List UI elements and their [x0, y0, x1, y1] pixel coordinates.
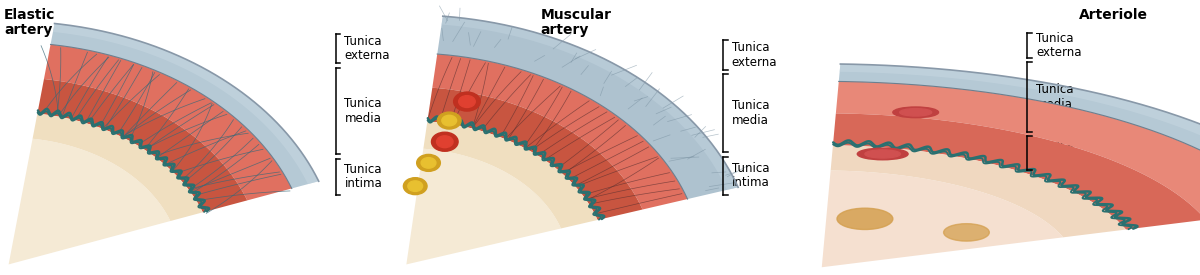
Text: Tunica
media: Tunica media	[1036, 83, 1074, 111]
Polygon shape	[432, 54, 688, 210]
Polygon shape	[839, 64, 1200, 210]
Text: Tunica
media: Tunica media	[732, 100, 769, 127]
Polygon shape	[427, 88, 642, 220]
Polygon shape	[833, 113, 1200, 230]
Circle shape	[442, 115, 457, 126]
Polygon shape	[424, 121, 598, 229]
Polygon shape	[442, 16, 738, 190]
Text: Tunica
media: Tunica media	[344, 97, 382, 125]
Text: Tunica
externa: Tunica externa	[732, 41, 778, 69]
Text: Muscular
artery: Muscular artery	[541, 8, 612, 37]
Circle shape	[437, 112, 461, 129]
Circle shape	[421, 158, 436, 168]
Circle shape	[403, 178, 427, 195]
Text: Tunica
intima: Tunica intima	[1036, 139, 1074, 167]
Text: Tunica
intima: Tunica intima	[732, 162, 769, 189]
Polygon shape	[44, 45, 292, 200]
Circle shape	[432, 132, 458, 151]
Polygon shape	[836, 81, 1200, 220]
Polygon shape	[53, 24, 319, 184]
Polygon shape	[437, 16, 738, 199]
Polygon shape	[50, 24, 319, 188]
Polygon shape	[830, 145, 1126, 237]
Circle shape	[458, 96, 475, 108]
Text: Elastic
artery: Elastic artery	[4, 8, 55, 37]
Circle shape	[416, 155, 440, 171]
Ellipse shape	[857, 148, 908, 160]
Polygon shape	[32, 114, 203, 221]
Text: Tunica
externa: Tunica externa	[344, 35, 390, 62]
Circle shape	[943, 224, 989, 241]
Ellipse shape	[900, 109, 931, 116]
Text: Tunica
externa: Tunica externa	[1036, 32, 1081, 59]
Circle shape	[408, 181, 422, 191]
Polygon shape	[37, 79, 247, 212]
Text: Arteriole: Arteriole	[1079, 8, 1148, 22]
Ellipse shape	[865, 150, 900, 158]
Polygon shape	[840, 64, 1200, 207]
Circle shape	[437, 136, 454, 148]
Ellipse shape	[893, 107, 938, 118]
Text: Tunica
intima: Tunica intima	[344, 163, 383, 190]
Circle shape	[838, 208, 893, 230]
Polygon shape	[822, 170, 1063, 267]
Polygon shape	[407, 149, 560, 265]
Polygon shape	[8, 139, 170, 265]
Circle shape	[454, 92, 480, 111]
